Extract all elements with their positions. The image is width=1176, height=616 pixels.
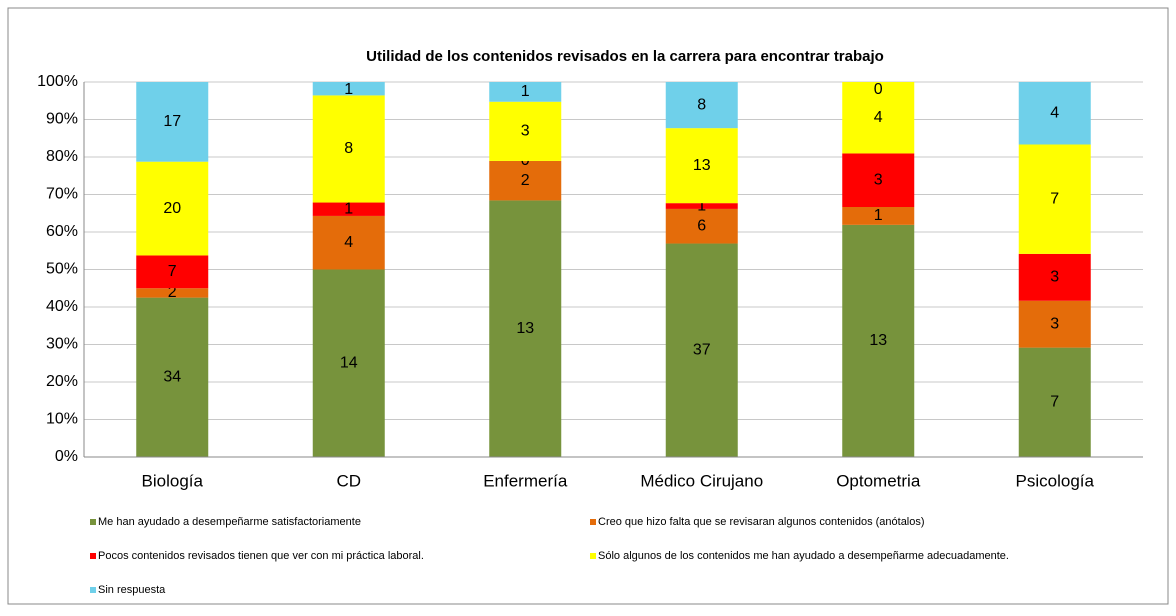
- y-tick-label: 70%: [46, 186, 78, 203]
- bar-segment: [665, 243, 738, 457]
- data-label: 3: [1050, 269, 1059, 286]
- data-label: 13: [516, 320, 534, 337]
- bar-segment: [665, 128, 738, 204]
- legend-swatch: [590, 519, 596, 525]
- x-tick-label: Optometria: [836, 471, 921, 490]
- bar-segment: [1018, 82, 1091, 145]
- data-label: 3: [521, 123, 530, 140]
- x-tick-label: Médico Cirujano: [640, 471, 763, 490]
- data-label: 1: [874, 207, 883, 224]
- bar-segment: [136, 288, 209, 298]
- legend-label: Me han ayudado a desempeñarme satisfacto…: [98, 516, 361, 528]
- data-label: 6: [697, 217, 706, 234]
- x-tick-label: Enfermería: [483, 471, 568, 490]
- legend-swatch: [90, 587, 96, 593]
- bar-segment: [665, 203, 738, 209]
- data-label: 3: [874, 171, 883, 188]
- bar-segment: [136, 297, 209, 457]
- y-tick-label: 0%: [55, 448, 78, 465]
- legend-swatch: [90, 553, 96, 559]
- bar-segment: [136, 161, 209, 256]
- legend-swatch: [90, 519, 96, 525]
- bar-segment: [136, 82, 209, 162]
- bar-segment: [1018, 144, 1091, 254]
- legend-label: Sin respuesta: [98, 584, 166, 596]
- y-tick-label: 100%: [37, 73, 78, 90]
- data-label: 13: [869, 332, 887, 349]
- legend-label: Creo que hizo falta que se revisaran alg…: [598, 516, 925, 528]
- data-label: 4: [344, 234, 353, 251]
- y-tick-label: 30%: [46, 336, 78, 353]
- data-label: 7: [1050, 394, 1059, 411]
- data-label: 3: [1050, 315, 1059, 332]
- data-label: 7: [168, 263, 177, 280]
- y-tick-label: 80%: [46, 148, 78, 165]
- y-tick-label: 90%: [46, 111, 78, 128]
- bar-segment: [312, 269, 385, 457]
- bar-segment: [665, 82, 738, 129]
- data-label: 37: [693, 341, 711, 358]
- data-label: 13: [693, 157, 711, 174]
- data-label: 1: [344, 200, 353, 217]
- bar-segment: [489, 200, 562, 457]
- data-label: 34: [163, 369, 181, 386]
- data-label: 1: [521, 83, 530, 100]
- bar-segment: [312, 82, 385, 96]
- bar-segment: [1018, 347, 1091, 457]
- bar-segment: [842, 82, 915, 154]
- bar-segment: [312, 202, 385, 216]
- bar-segment: [1018, 253, 1091, 301]
- data-label: 20: [163, 200, 181, 217]
- bar-segment: [842, 224, 915, 457]
- data-label: 8: [697, 96, 706, 113]
- bar-segment: [489, 82, 562, 102]
- data-label: 4: [874, 109, 883, 126]
- legend-label: Pocos contenidos revisados tienen que ve…: [98, 550, 424, 562]
- data-label: 0: [874, 81, 883, 98]
- bar-segment: [489, 160, 562, 201]
- x-tick-label: Biología: [142, 471, 204, 490]
- data-label: 14: [340, 354, 358, 371]
- data-label: 8: [344, 140, 353, 157]
- bar-segment: [312, 95, 385, 203]
- legend-swatch: [590, 553, 596, 559]
- data-label: 7: [1050, 190, 1059, 207]
- bar-segment: [665, 208, 738, 244]
- bar-segment: [1018, 300, 1091, 348]
- data-label: 17: [163, 113, 181, 130]
- data-label: 1: [697, 197, 706, 214]
- bar-segment: [312, 215, 385, 270]
- data-label: 1: [344, 81, 353, 98]
- y-tick-label: 50%: [46, 261, 78, 278]
- legend-label: Sólo algunos de los contenidos me han ay…: [598, 550, 1009, 562]
- y-tick-label: 20%: [46, 373, 78, 390]
- bar-segment: [842, 153, 915, 207]
- x-tick-label: Psicología: [1016, 471, 1095, 490]
- x-tick-label: CD: [336, 471, 361, 490]
- chart-title: Utilidad de los contenidos revisados en …: [366, 48, 884, 65]
- bar-segment: [136, 255, 209, 289]
- y-tick-label: 60%: [46, 223, 78, 240]
- bar-segment: [489, 101, 562, 161]
- data-label: 2: [168, 284, 177, 301]
- bar-segment: [842, 207, 915, 225]
- y-tick-label: 40%: [46, 298, 78, 315]
- data-label: 4: [1050, 104, 1059, 121]
- y-tick-label: 10%: [46, 411, 78, 428]
- data-label: 2: [521, 172, 530, 189]
